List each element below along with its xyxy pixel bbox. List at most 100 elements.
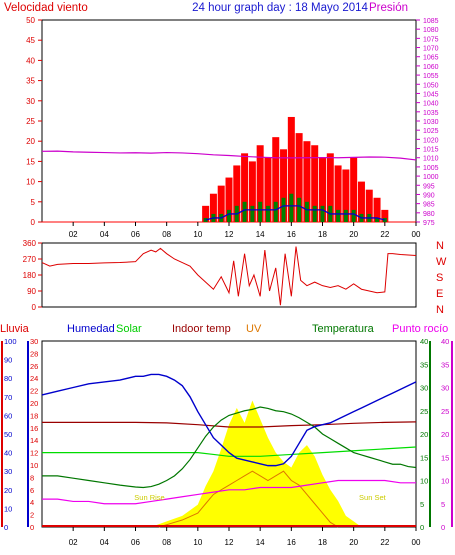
direction-tick-label: 90 [27,287,36,296]
pressure-tick-label: 995 [423,183,435,190]
wind-gust-bar [381,209,389,222]
legend-humidity: Humedad [67,323,115,335]
wind-gust-bar [225,177,233,222]
legend-solar: Solar [116,323,142,335]
pressure-tick-label: 1060 [423,64,439,71]
wind-mean-bar [375,217,380,222]
pressure-tick-label: 1045 [423,91,439,98]
pressure-tick-label: 1005 [423,165,439,172]
wind-mean-bar [351,209,356,222]
dewpoint-tick-label: 15 [441,453,449,462]
x-tick-label: 04 [100,538,109,547]
wind-axis-label: Velocidad viento [4,2,88,14]
x-tick-label: 16 [287,538,296,547]
pressure-tick-label: 1085 [423,18,439,25]
x-tick-label: 06 [131,538,140,547]
dewpoint-tick-label: 40 [441,337,449,346]
wind-average-line [205,205,385,221]
dewpoint-tick-label: 20 [441,430,449,439]
humidity-tick-label: 100 [4,337,17,346]
pressure-tick-label: 1025 [423,128,439,135]
wind-gust-bar [350,157,358,222]
pressure-tick-label: 1040 [423,101,439,108]
wind-gust-bar [326,153,334,222]
temp-tick-label: 20 [420,430,428,439]
x-tick-label: 08 [162,230,171,239]
wind-mean-bar [258,201,263,222]
pressure-tick-label: 1035 [423,110,439,117]
rain-tick-label: 8 [30,473,34,482]
humidity-tick-label: 40 [4,449,12,458]
temperature-line [42,406,417,489]
pressure-line [41,150,417,161]
dewpoint-tick-label: 35 [441,360,449,369]
pressure-tick-label: 980 [423,211,435,218]
wind-tick-label: 30 [26,97,35,106]
humidity-tick-label: 80 [4,374,12,383]
rain-tick-label: 4 [30,498,34,507]
wind-tick-label: 5 [31,198,36,207]
temp-tick-label: 25 [420,407,428,416]
pressure-tick-label: 1015 [423,147,439,154]
wind-gust-bar [248,161,256,222]
x-tick-label: 12 [225,538,234,547]
x-tick-label: 00 [412,538,421,547]
pressure-axis-label: Presión [369,2,408,14]
temp-tick-label: 0 [420,523,424,532]
humidity-tick-label: 90 [4,356,12,365]
wind-gust-bar [264,157,272,222]
legend-dewpoint: Punto rocío [392,323,448,335]
chart-title: 24 hour graph day : 18 Mayo 2014 [192,2,368,14]
solar-line [42,446,417,457]
wind-gust-bar [303,141,311,222]
legend-indoor-temp: Indoor temp [172,323,231,335]
x-tick-label: 16 [287,230,296,239]
wind-gust-bar [295,133,303,222]
x-tick-label: 06 [131,230,140,239]
wind-gust-bar [256,145,264,222]
wind-mean-bar [273,201,278,222]
wind-gust-bar [342,169,350,222]
wind-mean-bar [343,209,348,222]
wind-mean-bar [250,205,255,222]
x-tick-label: 12 [225,230,234,239]
wind-gust-bar [209,193,217,222]
legend-temperature: Temperatura [312,323,375,335]
humidity-line [41,373,417,467]
wind-gust-bar [334,165,342,222]
pressure-tick-label: 1075 [423,36,439,43]
temp-tick-label: 30 [420,384,428,393]
wind-mean-bar [281,197,286,222]
pressure-tick-label: 1050 [423,82,439,89]
direction-tick-label: 0 [32,303,37,312]
rain-tick-label: 16 [30,424,38,433]
sunset-label: Sun Set [359,493,387,502]
wind-gust-bar [287,116,295,222]
temp-tick-label: 15 [420,453,428,462]
humidity-tick-label: 30 [4,467,12,476]
x-tick-label: 22 [380,538,389,547]
wind-mean-bar [320,205,325,222]
wind-tick-label: 45 [26,36,35,45]
rain-tick-label: 26 [30,362,38,371]
dewpoint-tick-label: 10 [441,477,449,486]
temp-tick-label: 40 [420,337,428,346]
compass-label: E [436,288,443,300]
sunrise-label: Sun Rise [134,493,164,502]
pressure-tick-label: 1065 [423,55,439,62]
temp-tick-label: 35 [420,360,428,369]
wind-tick-label: 15 [26,157,35,166]
wind-gust-bar [357,181,365,222]
dewpoint-tick-label: 5 [441,500,445,509]
wind-gust-bar [319,157,326,222]
wind-tick-label: 25 [26,117,35,126]
rain-tick-label: 24 [30,374,38,383]
x-tick-label: 04 [100,230,109,239]
wind-gust-bar [241,153,249,222]
compass-label: N [436,240,444,252]
wind-tick-label: 10 [26,178,35,187]
dewpoint-line [42,479,416,505]
pressure-tick-label: 1080 [423,27,439,34]
wind-gust-bar [272,137,280,222]
